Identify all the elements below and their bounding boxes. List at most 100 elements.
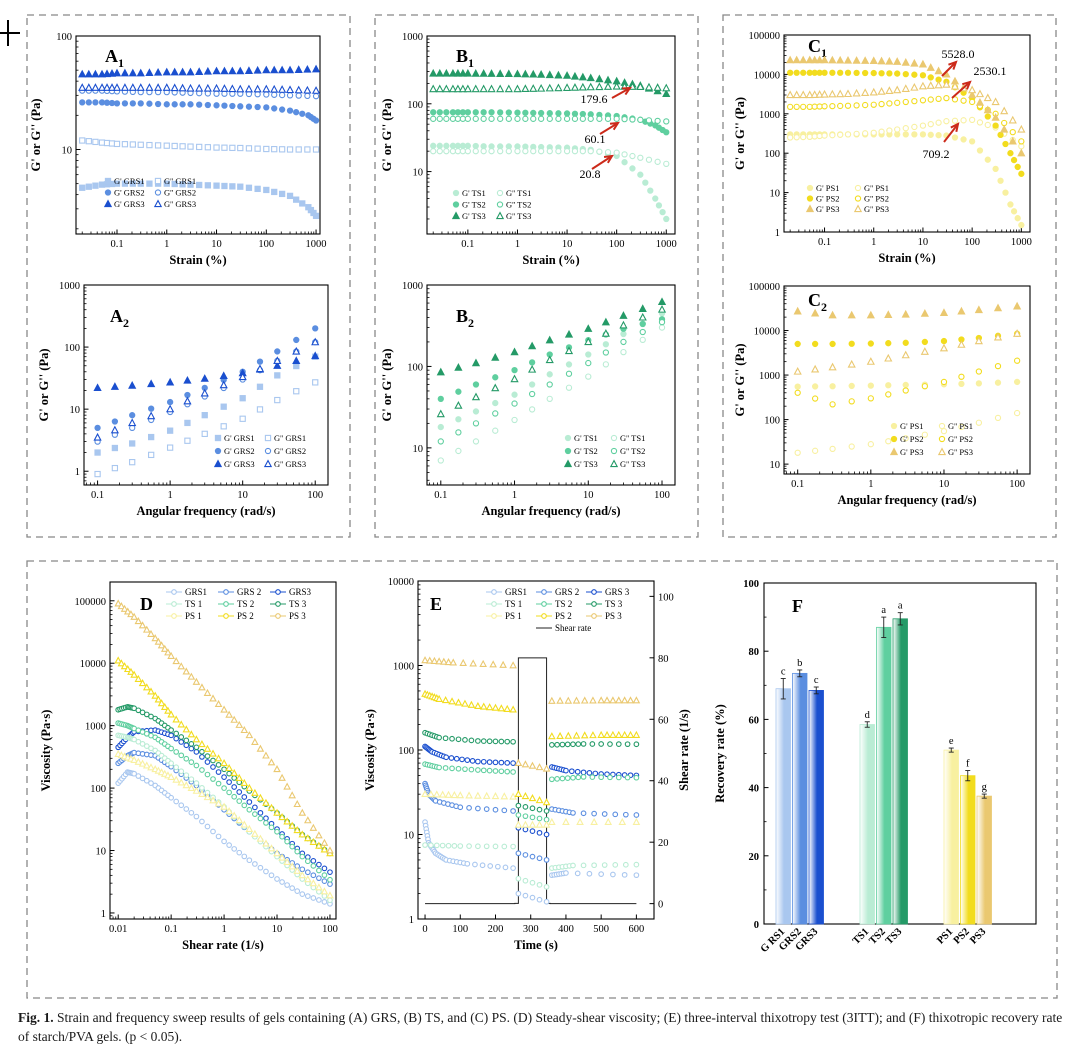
legend-label: G'' GRS2: [274, 446, 306, 456]
data-point: [786, 103, 794, 111]
data-point: [621, 159, 628, 166]
data-point: [246, 857, 253, 864]
data-point: [148, 405, 155, 412]
data-point: [629, 116, 636, 123]
data-point: [108, 140, 116, 147]
data-point: [293, 362, 300, 370]
data-point: [120, 68, 130, 77]
data-point: [1001, 119, 1008, 127]
data-point: [293, 388, 300, 395]
y2-tick-label: 0: [658, 900, 663, 911]
significance-letter: f: [966, 759, 970, 770]
data-point: [166, 377, 175, 386]
legend-label: PS 3: [289, 611, 306, 621]
data-point: [571, 148, 579, 155]
data-point: [85, 183, 92, 190]
data-point: [320, 887, 329, 895]
series-G-TS3: [429, 68, 671, 98]
data-point: [482, 791, 491, 799]
data-point: [127, 667, 135, 675]
data-point: [453, 68, 463, 77]
data-point: [472, 420, 480, 427]
legend-label: G'' GRS3: [164, 199, 196, 209]
data-point: [201, 412, 208, 419]
data-point: [578, 82, 587, 91]
data-point: [271, 105, 278, 112]
data-point: [1010, 156, 1018, 164]
data-point: [997, 177, 1004, 184]
data-point: [504, 84, 513, 93]
series-G-GRS1: [79, 137, 320, 153]
x-tick-label: 300: [523, 924, 539, 935]
data-point: [485, 703, 494, 711]
annotation-value: 20.8: [580, 167, 601, 181]
x-tick-label: 10: [939, 479, 950, 490]
data-point: [529, 814, 536, 821]
data-point: [847, 359, 856, 368]
data-point: [204, 823, 211, 830]
data-point: [528, 390, 536, 398]
data-point: [1013, 329, 1022, 337]
chart-A1: 0.1 1 10 100 1000 10 100 Strain (%) G' or G'' (P…: [29, 32, 327, 267]
x-tick-label: 10: [918, 237, 929, 248]
data-point: [1007, 150, 1014, 157]
data-point: [522, 852, 529, 858]
x-tick-label: 10: [211, 239, 222, 250]
data-point: [521, 820, 530, 828]
data-point: [469, 659, 478, 667]
data-point: [453, 84, 463, 93]
data-point: [975, 419, 983, 426]
data-point: [204, 771, 211, 778]
data-point: [253, 65, 262, 74]
x-tick-label: 500: [593, 924, 609, 935]
data-point: [472, 109, 479, 116]
data-point: [441, 696, 450, 704]
significance-letter: b: [797, 658, 802, 669]
data-point: [479, 69, 488, 77]
data-point: [92, 99, 99, 106]
data-point: [164, 648, 172, 656]
panel-label: A2: [110, 306, 129, 330]
y-tick-label: 100: [407, 362, 423, 373]
data-point: [1018, 221, 1025, 229]
data-point: [188, 741, 195, 747]
data-point: [292, 356, 301, 364]
data-point: [921, 338, 929, 346]
series-G-TS3: [436, 297, 667, 376]
data-point: [471, 68, 480, 77]
data-point: [589, 731, 597, 739]
legend-label: G'' GRS1: [164, 176, 196, 186]
data-point: [492, 410, 499, 417]
x-axis-label: Angular frequency (rad/s): [136, 504, 275, 518]
data-point: [294, 848, 301, 855]
data-point: [639, 320, 646, 328]
y-tick-label: 10: [770, 460, 781, 471]
data-point: [991, 97, 1000, 106]
data-point: [786, 69, 794, 76]
legend-marker: [452, 201, 460, 208]
data-point: [462, 736, 468, 743]
data-point: [486, 767, 493, 774]
data-point: [436, 734, 442, 741]
legend-label: PS 1: [185, 611, 202, 621]
series-G-GRS3: [78, 83, 321, 94]
plot-frame: [75, 35, 321, 235]
data-point: [499, 660, 507, 668]
legend-marker: [264, 434, 272, 442]
data-point: [542, 798, 551, 806]
data-point: [203, 688, 212, 696]
data-point: [221, 90, 228, 97]
data-point: [148, 745, 154, 752]
data-point: [85, 99, 92, 106]
data-point: [312, 212, 320, 220]
x-tick-label: 1: [868, 479, 873, 490]
data-point: [598, 774, 605, 781]
legend-label: G' TS1: [574, 433, 598, 443]
data-point: [198, 739, 206, 748]
data-point: [529, 894, 536, 901]
data-point: [215, 780, 222, 787]
data-point: [178, 752, 185, 759]
y-tick-label: 10: [404, 831, 415, 842]
data-point: [942, 80, 951, 88]
series-G-TS3: [429, 81, 671, 93]
